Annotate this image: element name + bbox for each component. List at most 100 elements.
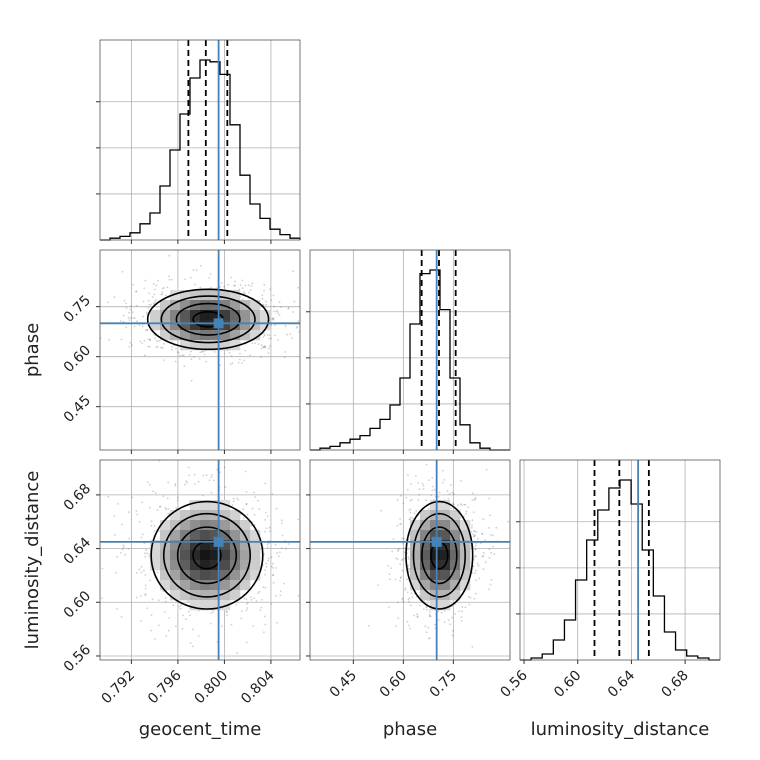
scatter-point: [263, 631, 265, 634]
density-cell: [420, 570, 431, 581]
scatter-point: [219, 364, 222, 367]
density-cell: [420, 580, 431, 591]
scatter-point: [209, 273, 212, 275]
density-cell: [180, 530, 191, 541]
density-cell: [240, 320, 251, 331]
density-cell: [160, 570, 171, 581]
scatter-point: [446, 490, 449, 493]
scatter-point: [187, 600, 190, 602]
density-cell: [460, 520, 471, 531]
scatter-point: [471, 646, 474, 648]
scatter-point: [144, 593, 147, 596]
scatter-point: [236, 652, 239, 654]
density-cell: [170, 300, 181, 311]
scatter-point: [467, 506, 470, 509]
contour-level-2: [412, 512, 466, 598]
scatter-point: [482, 552, 485, 554]
scatter-point: [158, 505, 161, 508]
density-cell: [440, 520, 451, 531]
scatter-point: [408, 570, 411, 573]
density-cell: [460, 570, 471, 581]
scatter-point: [400, 559, 403, 562]
scatter-point: [281, 534, 284, 537]
scatter-point: [147, 338, 150, 341]
scatter-point: [141, 501, 143, 504]
density-cell: [420, 540, 431, 551]
scatter-point: [210, 286, 213, 289]
density-cell: [250, 550, 261, 561]
scatter-point: [161, 287, 164, 290]
scatter-point: [262, 346, 265, 349]
scatter-point: [275, 567, 278, 569]
scatter-point: [492, 534, 494, 537]
scatter-point: [168, 254, 171, 257]
scatter-point: [296, 325, 299, 328]
scatter-point: [284, 325, 287, 328]
scatter-point: [125, 302, 127, 305]
scatter-point: [395, 625, 397, 628]
x-axis-label-phase: phase: [383, 719, 437, 740]
scatter-point: [147, 345, 150, 348]
scatter-point: [272, 317, 275, 320]
scatter-point: [457, 504, 459, 507]
scatter-point: [133, 325, 136, 328]
scatter-point: [141, 325, 144, 328]
scatter-point: [425, 463, 428, 466]
scatter-point: [448, 492, 451, 495]
scatter-point: [153, 301, 156, 304]
scatter-point: [243, 359, 245, 362]
scatter-point: [440, 611, 443, 614]
scatter-point: [210, 491, 213, 494]
scatter-point: [257, 343, 260, 345]
scatter-point: [197, 610, 200, 612]
scatter-point: [485, 468, 488, 471]
scatter-point: [407, 548, 409, 551]
scatter-point: [463, 515, 465, 518]
scatter-point: [144, 555, 147, 558]
density-cell: [450, 510, 461, 521]
scatter-point: [187, 610, 190, 613]
scatter-point: [139, 620, 142, 622]
density-cell: [420, 520, 431, 531]
scatter-point: [297, 518, 299, 521]
density-cell: [420, 560, 431, 571]
density-cell: [450, 580, 461, 591]
density-cell: [200, 600, 211, 611]
scatter-point: [124, 553, 127, 556]
scatter-point: [241, 279, 244, 282]
density-cell: [230, 300, 241, 311]
contour-level-2: [162, 512, 252, 598]
scatter-point: [484, 561, 487, 563]
scatter-point: [154, 337, 156, 340]
scatter-point: [410, 498, 413, 501]
scatter-point: [253, 597, 256, 600]
scatter-point: [165, 508, 168, 511]
scatter-point: [407, 598, 410, 601]
scatter-point: [259, 609, 262, 611]
scatter-point: [399, 580, 401, 582]
scatter-point: [205, 360, 207, 363]
scatter-point: [461, 610, 463, 613]
scatter-point: [223, 285, 226, 288]
scatter-point: [410, 592, 413, 595]
scatter-point: [269, 345, 271, 347]
scatter-point: [438, 491, 441, 494]
scatter-point: [247, 291, 250, 294]
scatter-point: [231, 504, 234, 506]
density-cell: [250, 530, 261, 541]
density-cell: [240, 550, 251, 561]
scatter-point: [476, 562, 479, 565]
density-cell: [220, 580, 231, 591]
density-cell: [220, 340, 231, 351]
density-cell: [430, 570, 441, 581]
scatter-point: [177, 496, 179, 499]
scatter-point: [429, 615, 431, 618]
scatter-point: [121, 548, 124, 551]
scatter-point: [251, 507, 254, 510]
scatter-point: [189, 276, 192, 279]
scatter-point: [402, 600, 405, 603]
scatter-point: [264, 511, 267, 514]
scatter-point: [175, 507, 178, 510]
panel-frame: [99, 459, 301, 661]
scatter-point: [287, 307, 290, 310]
